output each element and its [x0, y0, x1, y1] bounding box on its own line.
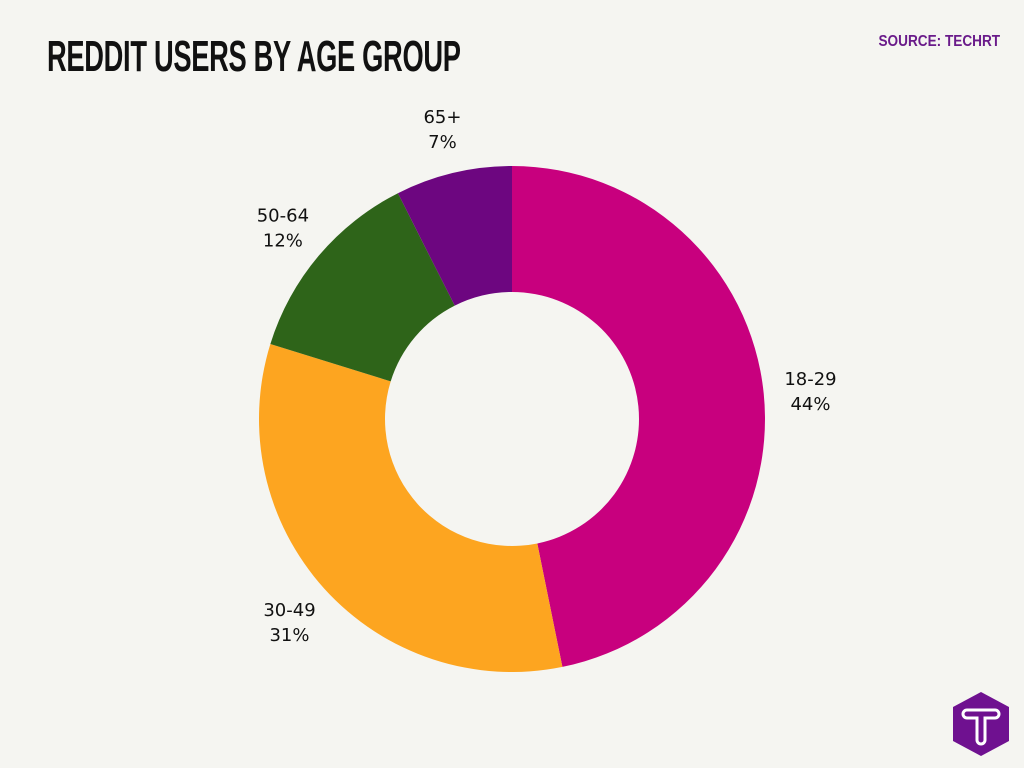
- label-value-18-29: 44%: [790, 394, 830, 415]
- label-value-30-49: 31%: [269, 625, 309, 646]
- label-value-65+: 7%: [428, 132, 457, 153]
- slice-18-29: [512, 166, 765, 667]
- label-category-65+: 65+: [423, 107, 461, 128]
- label-category-18-29: 18-29: [784, 369, 836, 390]
- chart-title: REDDIT USERS BY AGE GROUP: [47, 32, 461, 81]
- label-category-50-64: 50-64: [257, 205, 309, 226]
- techrt-logo-icon: [953, 692, 1009, 756]
- source-label: SOURCE: TECHRT: [878, 33, 1000, 50]
- slice-65+: [397, 166, 512, 306]
- slice-30-49: [258, 344, 563, 672]
- label-category-30-49: 30-49: [263, 600, 315, 621]
- label-value-50-64: 12%: [263, 230, 303, 251]
- slice-50-64: [270, 193, 455, 382]
